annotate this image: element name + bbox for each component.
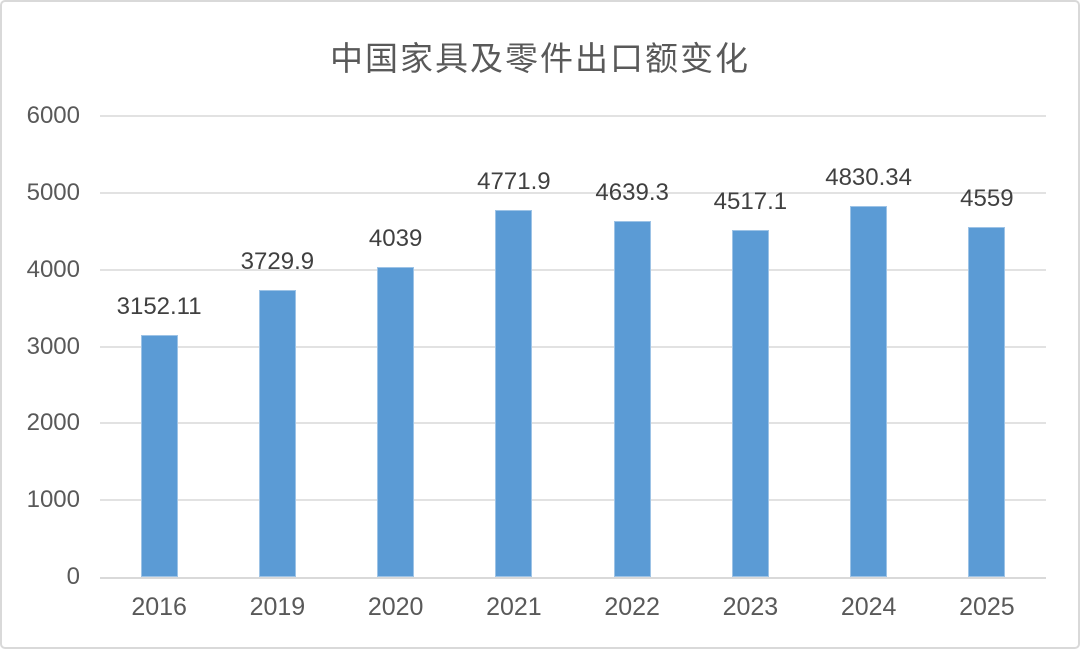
x-tick-label: 2016 (131, 593, 187, 621)
gridline (100, 268, 1046, 271)
bar-value-label: 3729.9 (240, 248, 315, 276)
bar-value-label: 4830.34 (825, 163, 912, 191)
y-tick-label: 0 (66, 563, 80, 590)
bar-value-label: 4517.1 (713, 187, 788, 215)
gridline (100, 345, 1046, 348)
gridline (100, 422, 1046, 425)
bar (495, 210, 533, 577)
y-tick-label: 4000 (26, 255, 80, 283)
bar (850, 205, 888, 577)
bar-value-label: 4639.3 (595, 178, 669, 206)
bar (140, 334, 178, 577)
gridline (100, 191, 1046, 194)
x-axis-line (100, 577, 1046, 579)
bar (258, 290, 296, 577)
x-tick-label: 2021 (486, 593, 542, 621)
y-tick-label: 6000 (26, 102, 80, 129)
bar-value-label: 4771.9 (477, 168, 551, 196)
bar-value-label: 3152.11 (116, 292, 202, 320)
y-tick-label: 2000 (26, 409, 80, 437)
x-tick-label: 2022 (604, 593, 660, 621)
y-tick-label: 1000 (26, 486, 80, 514)
bar-value-label: 4559 (960, 184, 1014, 212)
bar-value-label: 4039 (368, 224, 423, 252)
chart-title: 中国家具及零件出口额变化 (330, 40, 750, 77)
x-tick-label: 2025 (959, 593, 1015, 621)
x-tick-label: 2020 (367, 593, 424, 621)
bar (731, 229, 769, 577)
plot-area: 3152.11 3729.9 4039 4771.9 4639.3 4517.1 4830.… (100, 115, 1046, 579)
bar (613, 220, 651, 577)
x-tick-label: 2019 (249, 593, 306, 621)
x-tick-label: 2024 (840, 593, 897, 621)
y-tick-label: 5000 (26, 178, 80, 206)
gridline (100, 115, 1046, 117)
bar (968, 226, 1006, 577)
x-tick-label: 2023 (722, 593, 779, 621)
bar (377, 266, 415, 577)
gridline (100, 499, 1046, 502)
y-tick-label: 3000 (26, 332, 80, 360)
